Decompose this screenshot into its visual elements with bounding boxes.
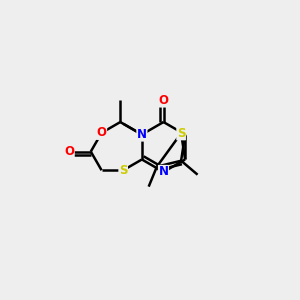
Text: N: N <box>137 128 147 141</box>
Text: S: S <box>119 164 128 177</box>
Text: O: O <box>158 94 169 107</box>
Text: O: O <box>64 145 74 158</box>
Text: S: S <box>177 127 185 140</box>
Text: N: N <box>158 165 169 178</box>
Text: O: O <box>97 126 106 140</box>
